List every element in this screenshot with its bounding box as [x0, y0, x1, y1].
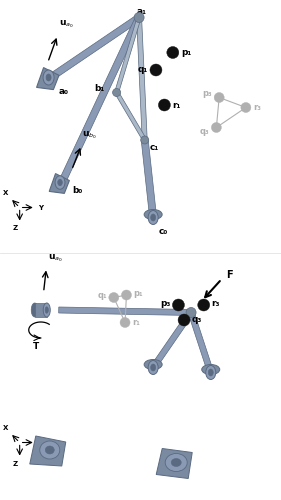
Text: p₁: p₁ [181, 48, 191, 57]
Polygon shape [35, 303, 47, 317]
Circle shape [158, 99, 170, 111]
Text: c₁: c₁ [150, 144, 159, 152]
Polygon shape [49, 174, 69, 194]
Text: $\mathbf{u}_{a_0}$: $\mathbf{u}_{a_0}$ [59, 18, 73, 30]
Circle shape [186, 308, 196, 318]
Text: q₁: q₁ [97, 291, 107, 300]
Text: r₃: r₃ [253, 103, 261, 112]
Polygon shape [151, 311, 194, 369]
Circle shape [120, 318, 130, 328]
Text: p₃: p₃ [160, 298, 171, 308]
Ellipse shape [45, 446, 54, 454]
Text: Z: Z [12, 460, 18, 466]
Ellipse shape [43, 70, 54, 85]
Text: r₁: r₁ [132, 318, 140, 327]
Text: p₁: p₁ [133, 288, 143, 298]
Circle shape [134, 12, 144, 22]
Circle shape [167, 46, 179, 58]
Polygon shape [115, 92, 146, 141]
Text: $\mathbf{u}_{a_0}$: $\mathbf{u}_{a_0}$ [48, 253, 63, 264]
Ellipse shape [165, 454, 187, 471]
Text: p₃: p₃ [203, 89, 212, 98]
Text: $\mathbf{u}_{b_0}$: $\mathbf{u}_{b_0}$ [83, 130, 98, 141]
Text: Y: Y [38, 204, 43, 210]
Polygon shape [115, 17, 141, 93]
Text: F: F [226, 270, 232, 280]
Circle shape [109, 292, 119, 302]
Text: X: X [3, 425, 8, 431]
Text: b₁: b₁ [94, 84, 105, 93]
Text: Y: Y [38, 440, 43, 446]
Circle shape [211, 122, 221, 132]
Text: X: X [3, 190, 8, 196]
Text: a₀: a₀ [58, 87, 69, 96]
Circle shape [113, 88, 121, 96]
Polygon shape [137, 18, 147, 140]
Ellipse shape [144, 210, 162, 220]
Text: T: T [33, 342, 39, 351]
Text: r₁: r₁ [172, 100, 181, 110]
Ellipse shape [202, 364, 220, 374]
Ellipse shape [208, 369, 213, 376]
Ellipse shape [43, 303, 50, 317]
Ellipse shape [45, 307, 48, 313]
Polygon shape [141, 140, 157, 218]
Circle shape [150, 64, 162, 76]
Circle shape [141, 136, 149, 144]
Polygon shape [30, 436, 66, 466]
Ellipse shape [40, 441, 60, 459]
Ellipse shape [151, 214, 156, 221]
Ellipse shape [151, 364, 156, 371]
Text: q₃: q₃ [200, 127, 209, 136]
Circle shape [214, 92, 224, 102]
Ellipse shape [148, 210, 158, 224]
Polygon shape [188, 312, 214, 374]
Ellipse shape [171, 458, 181, 466]
Circle shape [198, 299, 210, 311]
Text: c₀: c₀ [158, 227, 167, 236]
Ellipse shape [46, 74, 51, 81]
Polygon shape [59, 307, 191, 316]
Text: Z: Z [12, 226, 18, 232]
Ellipse shape [31, 303, 38, 317]
Text: b₀: b₀ [72, 186, 82, 195]
Polygon shape [37, 68, 59, 90]
Ellipse shape [148, 360, 158, 374]
Polygon shape [156, 448, 192, 478]
Text: r₃: r₃ [212, 298, 220, 308]
Text: q₃: q₃ [192, 316, 202, 324]
Ellipse shape [206, 366, 216, 380]
Ellipse shape [55, 176, 65, 189]
Circle shape [241, 102, 251, 113]
Ellipse shape [58, 180, 62, 186]
Polygon shape [59, 16, 142, 184]
Text: a₁: a₁ [137, 7, 147, 16]
Circle shape [178, 314, 190, 326]
Circle shape [121, 290, 132, 300]
Text: q₁: q₁ [138, 66, 148, 74]
Circle shape [173, 299, 184, 311]
Ellipse shape [144, 360, 162, 370]
Polygon shape [49, 14, 141, 80]
